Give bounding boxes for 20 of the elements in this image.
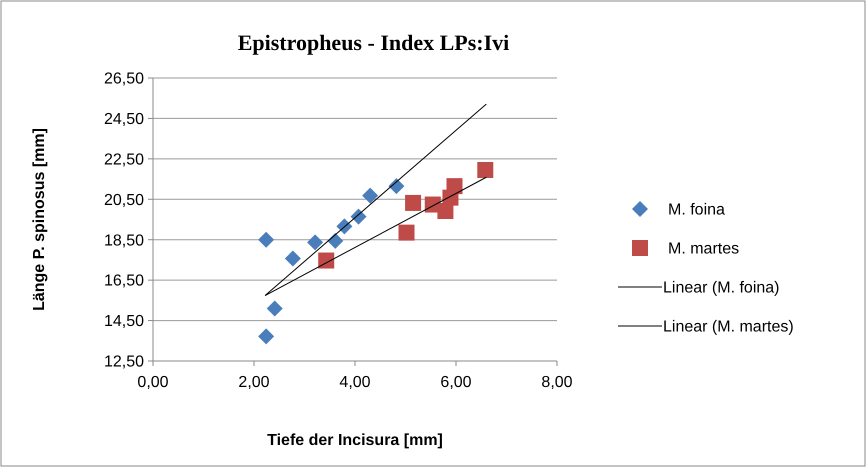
x-tick-label: 0,00 <box>137 374 169 391</box>
y-tick-label: 22,50 <box>104 151 144 168</box>
x-tick-label: 8,00 <box>541 374 573 391</box>
x-axis-title: Tiefe der Incisura [mm] <box>267 432 443 449</box>
y-tick-label: 20,50 <box>104 192 144 209</box>
legend-label: M. foina <box>668 202 726 219</box>
y-tick-label: 16,50 <box>104 272 144 290</box>
y-tick-label: 24,50 <box>104 111 144 128</box>
chart-title: Epistropheus - Index LPs:Ivi <box>238 30 510 55</box>
y-tick-label: 12,50 <box>104 354 144 371</box>
x-tick-label: 2,00 <box>238 374 270 391</box>
y-axis-title: Länge P. spinosus [mm] <box>31 128 48 311</box>
y-tick-label: 26,50 <box>104 70 144 88</box>
x-tick-label: 6,00 <box>440 374 472 391</box>
legend-label: M. martes <box>668 240 740 258</box>
y-tick-label: 18,50 <box>104 232 144 250</box>
legend-label: Linear (M. foina) <box>663 280 780 297</box>
x-tick-label: 4,00 <box>339 374 371 391</box>
y-tick-label: 14,50 <box>104 313 144 330</box>
legend-label: Linear (M. martes) <box>663 318 794 336</box>
